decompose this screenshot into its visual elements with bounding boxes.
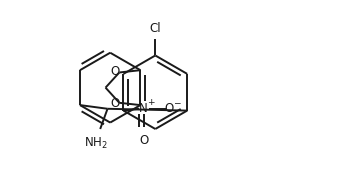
Text: O: O [110,65,120,78]
Text: O: O [139,134,148,147]
Text: −: − [173,98,181,107]
Text: Cl: Cl [149,22,161,35]
Text: N: N [139,102,148,115]
Text: O: O [110,97,120,110]
Text: +: + [147,98,154,107]
Text: NH$_2$: NH$_2$ [84,136,108,151]
Text: O: O [165,102,174,115]
